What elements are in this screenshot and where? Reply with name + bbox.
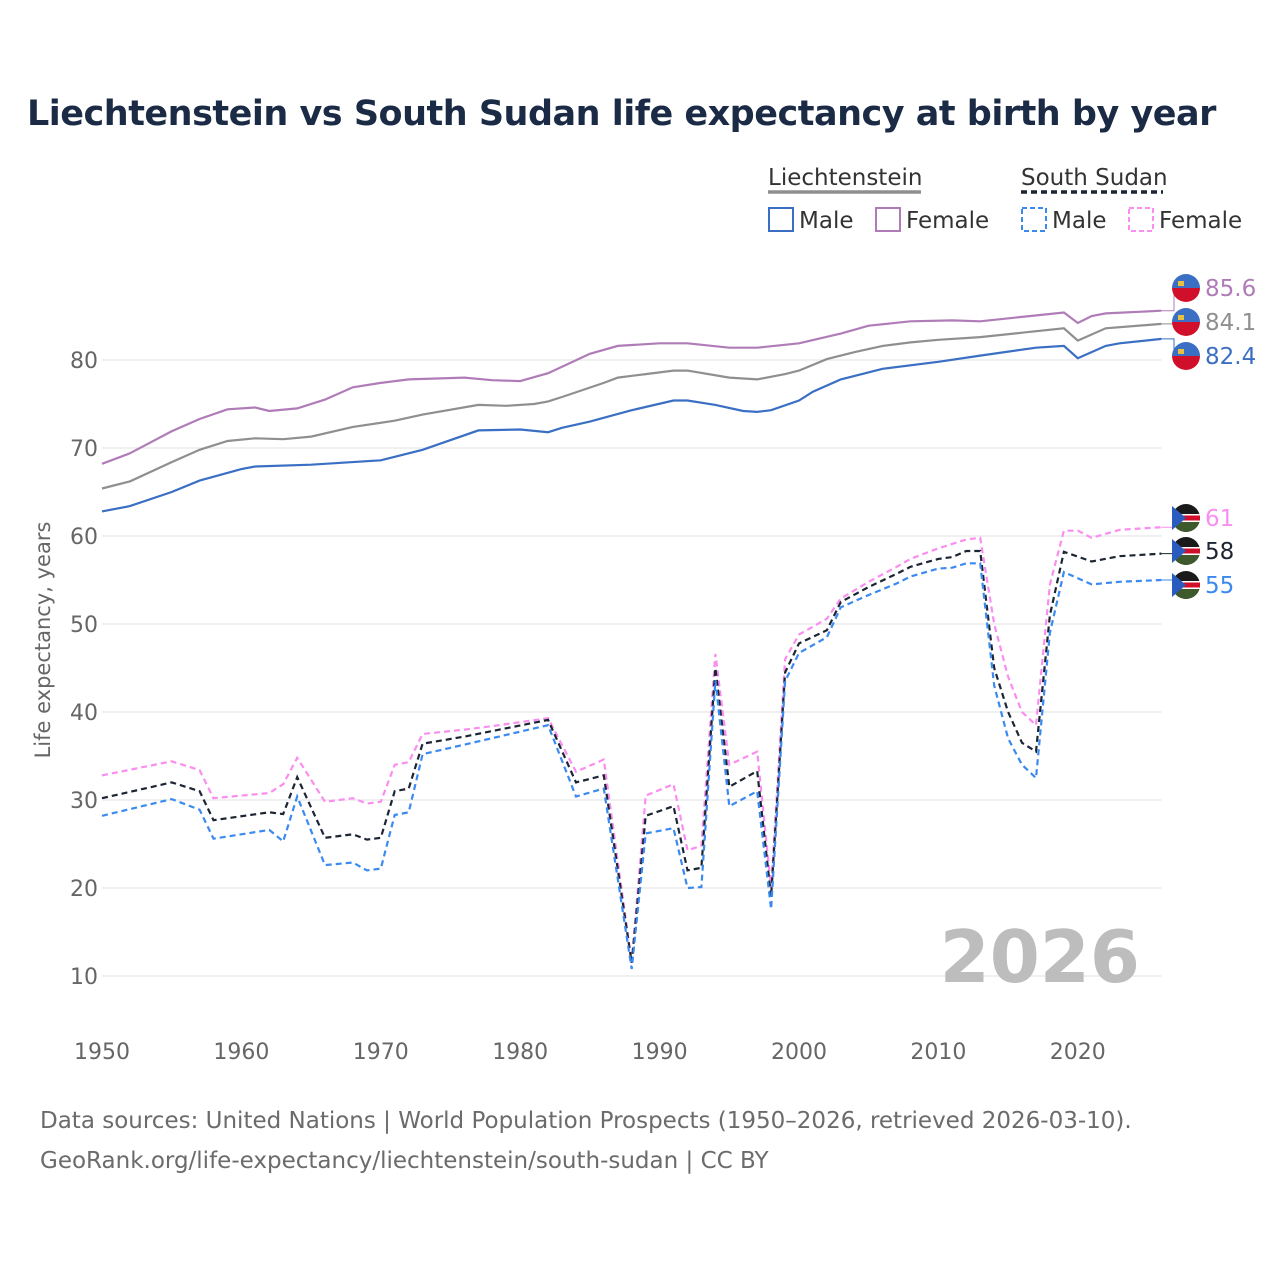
end-value-label: 58 xyxy=(1205,539,1234,565)
series-line-liechtenstein-total xyxy=(101,322,1162,490)
y-tick-label: 20 xyxy=(70,877,98,902)
year-watermark: 2026 xyxy=(940,915,1140,999)
legend-ss-male: Male xyxy=(1052,208,1106,234)
legend-group-south-sudan: South Sudan xyxy=(1021,165,1168,191)
label-connector xyxy=(1161,288,1175,312)
series-line-south-sudan-female xyxy=(101,526,1162,963)
series-line-liechtenstein-female xyxy=(101,309,1162,465)
end-value-label: 55 xyxy=(1205,573,1234,599)
series-line-south-sudan-total xyxy=(101,549,1162,963)
x-tick-label: 1960 xyxy=(213,1040,269,1065)
legend-group-liechtenstein: Liechtenstein xyxy=(768,165,922,191)
source-line-1: Data sources: United Nations | World Pop… xyxy=(40,1108,1132,1134)
legend-swatch-li-male xyxy=(768,207,794,232)
y-tick-label: 10 xyxy=(70,965,98,990)
liechtenstein-flag-icon xyxy=(1172,342,1200,370)
legend-swatch-ss-female xyxy=(1128,207,1154,232)
x-tick-label: 1990 xyxy=(632,1040,688,1065)
legend-li-male: Male xyxy=(799,208,853,234)
legend-swatch-ss-male xyxy=(1021,207,1047,232)
south-sudan-flag-icon xyxy=(1172,537,1200,565)
x-tick-label: 1980 xyxy=(492,1040,548,1065)
y-tick-label: 60 xyxy=(70,525,98,550)
x-tick-label: 2010 xyxy=(910,1040,966,1065)
y-tick-label: 40 xyxy=(70,701,98,726)
end-value-label: 61 xyxy=(1205,506,1234,532)
source-line-2: GeoRank.org/life-expectancy/liechtenstei… xyxy=(40,1148,769,1174)
x-tick-label: 1950 xyxy=(74,1040,130,1065)
south-sudan-flag-icon xyxy=(1172,571,1200,599)
y-tick-label: 50 xyxy=(70,613,98,638)
legend-li-female: Female xyxy=(906,208,989,234)
legend: Liechtenstein South Sudan Male Female Ma… xyxy=(768,165,1242,234)
x-tick-label: 1970 xyxy=(353,1040,409,1065)
legend-ss-female: Female xyxy=(1159,208,1242,234)
end-value-label: 82.4 xyxy=(1205,344,1256,370)
y-tick-label: 30 xyxy=(70,789,98,814)
liechtenstein-flag-icon xyxy=(1172,308,1200,336)
series-line-south-sudan-male xyxy=(101,562,1162,970)
y-tick-label: 70 xyxy=(70,437,98,462)
end-value-label: 85.6 xyxy=(1205,276,1256,302)
chart-title: Liechtenstein vs South Sudan life expect… xyxy=(27,94,1216,134)
label-connector xyxy=(1161,338,1175,356)
liechtenstein-flag-icon xyxy=(1172,274,1200,302)
end-value-label: 84.1 xyxy=(1205,310,1256,336)
series-line-liechtenstein-male xyxy=(101,337,1162,513)
legend-swatch-li-female xyxy=(875,207,901,232)
x-tick-label: 2000 xyxy=(771,1040,827,1065)
y-axis-label: Life expectancy, years xyxy=(31,522,55,759)
x-tick-label: 2020 xyxy=(1050,1040,1106,1065)
y-tick-label: 80 xyxy=(70,349,98,374)
south-sudan-flag-icon xyxy=(1172,504,1200,532)
